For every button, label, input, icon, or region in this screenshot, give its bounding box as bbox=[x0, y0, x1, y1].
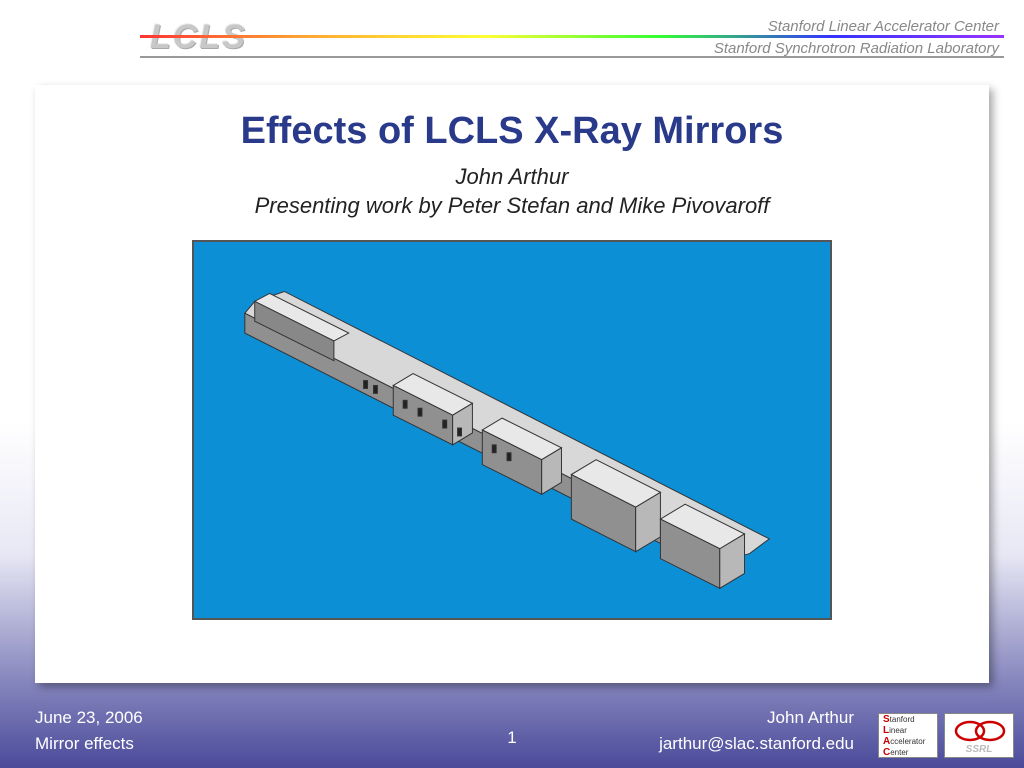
slide-footer: June 23, 2006 Mirror effects 1 John Arth… bbox=[0, 698, 1024, 768]
footer-left: June 23, 2006 Mirror effects bbox=[35, 705, 143, 756]
slide-subtitle: John Arthur Presenting work by Peter Ste… bbox=[65, 163, 959, 220]
slac-badge: Stanford Linear Accelerator Center bbox=[878, 713, 938, 758]
presenting-text: Presenting work by Peter Stefan and Mike… bbox=[255, 193, 770, 218]
footer-email: jarthur@slac.stanford.edu bbox=[659, 731, 854, 757]
isometric-beamline-svg bbox=[194, 242, 830, 618]
ssrl-badge: SSRL bbox=[944, 713, 1014, 758]
footer-right: John Arthur jarthur@slac.stanford.edu bbox=[659, 705, 854, 756]
slide-header: LCLS Stanford Linear Accelerator Center … bbox=[0, 0, 1024, 70]
org-line-2: Stanford Synchrotron Radiation Laborator… bbox=[714, 40, 999, 57]
ssrl-ring-icon bbox=[950, 716, 1010, 746]
footer-date: June 23, 2006 bbox=[35, 705, 143, 731]
org-line-1: Stanford Linear Accelerator Center bbox=[768, 18, 999, 35]
footer-page-number: 1 bbox=[507, 728, 516, 748]
rainbow-divider bbox=[140, 35, 1004, 38]
slide-body: Effects of LCLS X-Ray Mirrors John Arthu… bbox=[35, 85, 989, 683]
footer-author: John Arthur bbox=[659, 705, 854, 731]
footer-topic: Mirror effects bbox=[35, 731, 143, 757]
slide-title: Effects of LCLS X-Ray Mirrors bbox=[65, 110, 959, 153]
author-name: John Arthur bbox=[456, 164, 569, 189]
beamline-figure bbox=[192, 240, 832, 620]
footer-badges: Stanford Linear Accelerator Center SSRL bbox=[878, 713, 1014, 758]
